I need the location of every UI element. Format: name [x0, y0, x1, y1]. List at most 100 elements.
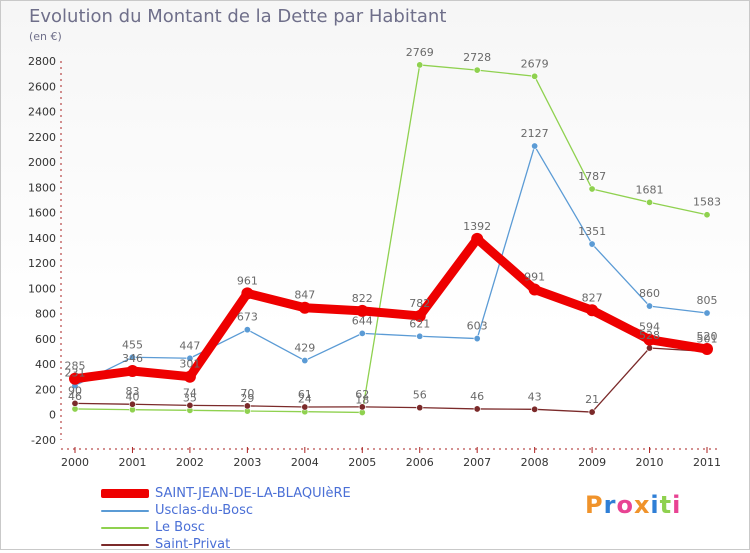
y-tick-label: 1000 — [28, 282, 56, 295]
logo-letter: P — [585, 491, 604, 519]
data-label: 62 — [355, 388, 369, 401]
y-tick-label: 800 — [35, 308, 56, 321]
x-tick-label: 2009 — [578, 456, 606, 469]
legend-swatch — [101, 489, 149, 498]
data-point — [298, 301, 311, 314]
data-label: 46 — [68, 390, 82, 403]
data-point — [186, 401, 194, 409]
data-label: 21 — [585, 393, 599, 406]
data-label: 520 — [697, 330, 718, 343]
data-label: 961 — [237, 274, 258, 287]
data-point — [586, 304, 599, 317]
x-tick-label: 2004 — [291, 456, 319, 469]
y-tick-label: 400 — [35, 358, 56, 371]
data-point — [646, 198, 654, 206]
data-point — [528, 283, 541, 296]
data-label: 29 — [240, 392, 254, 405]
data-point — [588, 185, 596, 193]
data-label: 46 — [470, 390, 484, 403]
data-point — [186, 354, 194, 362]
y-tick-label: 1600 — [28, 207, 56, 220]
y-tick-label: 600 — [35, 333, 56, 346]
x-tick-label: 2008 — [521, 456, 549, 469]
chart-unit-label: (en €) — [29, 30, 62, 43]
data-label: 2769 — [406, 46, 434, 59]
legend-label: Le Bosc — [155, 520, 205, 535]
logo-letter: o — [616, 491, 634, 519]
x-tick-label: 2006 — [406, 456, 434, 469]
data-point — [703, 211, 711, 219]
logo-letter: t — [659, 491, 673, 519]
data-point — [416, 61, 424, 69]
data-point — [416, 332, 424, 340]
data-point — [701, 343, 713, 356]
data-label: 43 — [528, 390, 542, 403]
data-label: 847 — [294, 289, 315, 302]
legend-item: Usclas-du-Bosc — [101, 502, 351, 519]
data-label: 74 — [183, 386, 197, 399]
logo-letter: x — [633, 491, 651, 519]
x-tick-label: 2010 — [636, 456, 664, 469]
data-label: 1392 — [463, 220, 491, 233]
data-label: 301 — [179, 358, 200, 371]
y-tick-label: 200 — [35, 383, 56, 396]
data-point — [473, 335, 481, 343]
data-point — [471, 232, 484, 245]
chart-title: Evolution du Montant de la Dette par Hab… — [29, 6, 447, 27]
series-line — [74, 64, 708, 414]
data-label: 35 — [183, 391, 197, 404]
data-label: 90 — [68, 384, 82, 397]
data-point — [301, 357, 309, 365]
proxiti-logo: Proxiti — [585, 491, 681, 519]
data-point — [241, 287, 254, 300]
y-tick-label: 2000 — [28, 156, 56, 169]
logo-letter: r — [603, 491, 617, 519]
series-line — [74, 145, 708, 387]
data-point — [413, 309, 426, 322]
y-tick-label: 2200 — [28, 131, 56, 144]
data-label: 24 — [298, 393, 312, 406]
data-point — [531, 142, 539, 150]
x-tick-label: 2001 — [118, 456, 146, 469]
data-label: 61 — [298, 388, 312, 401]
data-label: 644 — [352, 314, 373, 327]
data-label: 991 — [524, 271, 545, 284]
data-label: 860 — [639, 287, 660, 300]
legend-swatch — [101, 509, 149, 512]
legend-item: Le Bosc — [101, 519, 351, 536]
data-label: 603 — [467, 320, 488, 333]
data-point — [71, 399, 79, 407]
data-point — [473, 405, 481, 413]
data-label: 83 — [125, 385, 139, 398]
legend-swatch — [101, 543, 149, 546]
x-tick-label: 2003 — [233, 456, 261, 469]
series-line — [70, 234, 712, 384]
data-point — [646, 344, 654, 352]
data-point — [358, 329, 366, 337]
data-point — [126, 365, 139, 378]
data-point — [588, 240, 596, 248]
data-point — [128, 400, 136, 408]
legend-item: SAINT-JEAN-DE-LA-BLAQUIèRE — [101, 485, 351, 502]
logo-letter: i — [650, 491, 660, 519]
data-label: 1681 — [636, 183, 664, 196]
data-label: 40 — [125, 391, 139, 404]
data-label: 782 — [409, 297, 430, 310]
data-label: 822 — [352, 292, 373, 305]
data-label: 528 — [639, 329, 660, 342]
series-line — [74, 347, 708, 413]
data-point — [473, 66, 481, 74]
data-label: 1351 — [578, 225, 606, 238]
x-tick-label: 2011 — [693, 456, 721, 469]
data-point — [416, 404, 424, 412]
data-label: 1583 — [693, 196, 721, 209]
data-point — [588, 408, 596, 416]
data-label: 447 — [179, 339, 200, 352]
data-point — [531, 405, 539, 413]
legend-label: Usclas-du-Bosc — [155, 503, 253, 518]
y-tick-label: 2600 — [28, 80, 56, 93]
chart-legend: SAINT-JEAN-DE-LA-BLAQUIèRE Usclas-du-Bosc… — [101, 485, 351, 553]
data-point — [69, 372, 81, 385]
logo-letter: i — [672, 491, 682, 519]
y-tick-label: 1400 — [28, 232, 56, 245]
